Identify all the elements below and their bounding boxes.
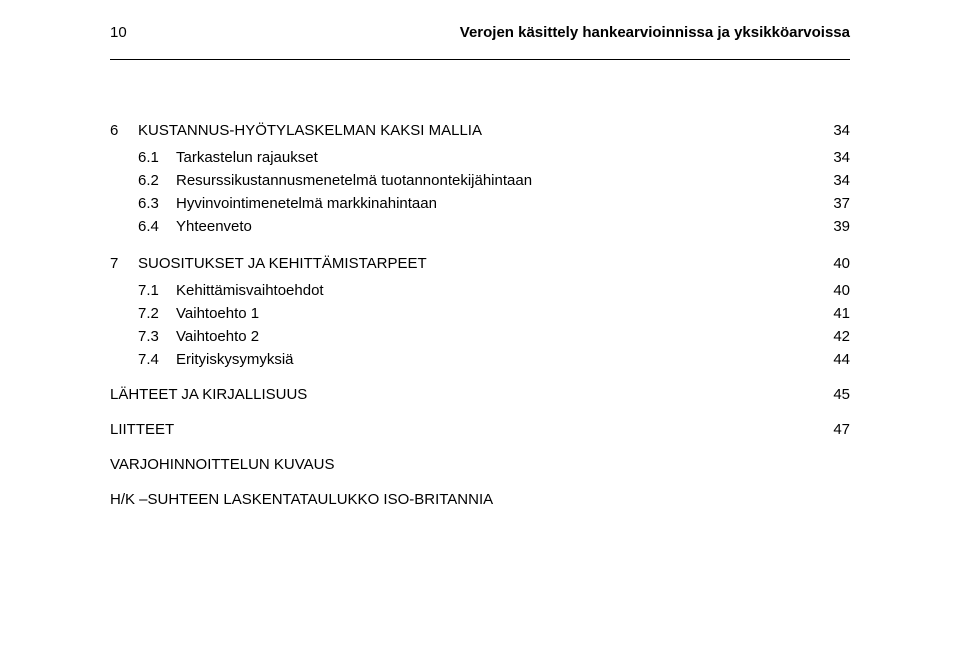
toc-item-page: 34 xyxy=(810,172,850,189)
toc-item-title: Vaihtoehto 2 xyxy=(176,328,810,345)
header-divider xyxy=(110,59,850,60)
toc-item-num: 7.2 xyxy=(138,305,176,322)
toc-section-page: 34 xyxy=(810,122,850,139)
toc-item-page: 44 xyxy=(810,351,850,368)
toc-item-num: 7.4 xyxy=(138,351,176,368)
toc-item-title: Tarkastelun rajaukset xyxy=(176,149,810,166)
toc-item-num: 6.2 xyxy=(138,172,176,189)
toc-item: 6.3 Hyvinvointimenetelmä markkinahintaan… xyxy=(110,195,850,212)
toc-item-title: Hyvinvointimenetelmä markkinahintaan xyxy=(176,195,810,212)
toc-item-title: LIITTEET xyxy=(110,421,810,438)
page: 10 Verojen käsittely hankearvioinnissa j… xyxy=(0,0,960,647)
toc-item-title: VARJOHINNOITTELUN KUVAUS xyxy=(110,456,850,473)
toc-item-num: 7.3 xyxy=(138,328,176,345)
toc-section-num: 6 xyxy=(110,122,138,139)
toc-section-title: SUOSITUKSET JA KEHITTÄMISTARPEET xyxy=(138,255,810,272)
toc-item-page: 47 xyxy=(810,421,850,438)
toc-item: 7.3 Vaihtoehto 2 42 xyxy=(110,328,850,345)
toc-item-num: 7.1 xyxy=(138,282,176,299)
toc-item-title: LÄHTEET JA KIRJALLISUUS xyxy=(110,386,810,403)
toc-item: 6.2 Resurssikustannusmenetelmä tuotannon… xyxy=(110,172,850,189)
toc-section-page: 40 xyxy=(810,255,850,272)
toc-section-7: 7 SUOSITUKSET JA KEHITTÄMISTARPEET 40 xyxy=(110,255,850,272)
page-title: Verojen käsittely hankearvioinnissa ja y… xyxy=(167,24,850,41)
toc-appendices: LIITTEET 47 xyxy=(110,421,850,438)
toc-references: LÄHTEET JA KIRJALLISUUS 45 xyxy=(110,386,850,403)
toc-item-page: 41 xyxy=(810,305,850,322)
toc-item-num: 6.3 xyxy=(138,195,176,212)
toc-item-title: Yhteenveto xyxy=(176,218,810,235)
toc-item-title: Kehittämisvaihtoehdot xyxy=(176,282,810,299)
toc-item: 6.1 Tarkastelun rajaukset 34 xyxy=(110,149,850,166)
toc-item: 7.1 Kehittämisvaihtoehdot 40 xyxy=(110,282,850,299)
toc-extra-1: VARJOHINNOITTELUN KUVAUS xyxy=(110,456,850,473)
toc-item-page: 45 xyxy=(810,386,850,403)
toc-item-page: 39 xyxy=(810,218,850,235)
toc-item-num: 6.4 xyxy=(138,218,176,235)
toc-item-num: 6.1 xyxy=(138,149,176,166)
toc-item-title: Resurssikustannusmenetelmä tuotannonteki… xyxy=(176,172,810,189)
toc-item: 6.4 Yhteenveto 39 xyxy=(110,218,850,235)
header-row: 10 Verojen käsittely hankearvioinnissa j… xyxy=(110,24,850,41)
toc-item: 7.2 Vaihtoehto 1 41 xyxy=(110,305,850,322)
toc-item-title: Vaihtoehto 1 xyxy=(176,305,810,322)
page-number: 10 xyxy=(110,24,127,41)
toc-item-page: 40 xyxy=(810,282,850,299)
toc-item-page: 42 xyxy=(810,328,850,345)
toc-section-num: 7 xyxy=(110,255,138,272)
toc-item-page: 37 xyxy=(810,195,850,212)
toc-item: 7.4 Erityiskysymyksiä 44 xyxy=(110,351,850,368)
toc-item-page: 34 xyxy=(810,149,850,166)
toc-item-title: H/K –SUHTEEN LASKENTATAULUKKO ISO-BRITAN… xyxy=(110,491,850,508)
toc-extra-2: H/K –SUHTEEN LASKENTATAULUKKO ISO-BRITAN… xyxy=(110,491,850,508)
toc-item-title: Erityiskysymyksiä xyxy=(176,351,810,368)
toc-section-6: 6 KUSTANNUS-HYÖTYLASKELMAN KAKSI MALLIA … xyxy=(110,122,850,139)
table-of-contents: 6 KUSTANNUS-HYÖTYLASKELMAN KAKSI MALLIA … xyxy=(110,122,850,508)
toc-section-title: KUSTANNUS-HYÖTYLASKELMAN KAKSI MALLIA xyxy=(138,122,810,139)
